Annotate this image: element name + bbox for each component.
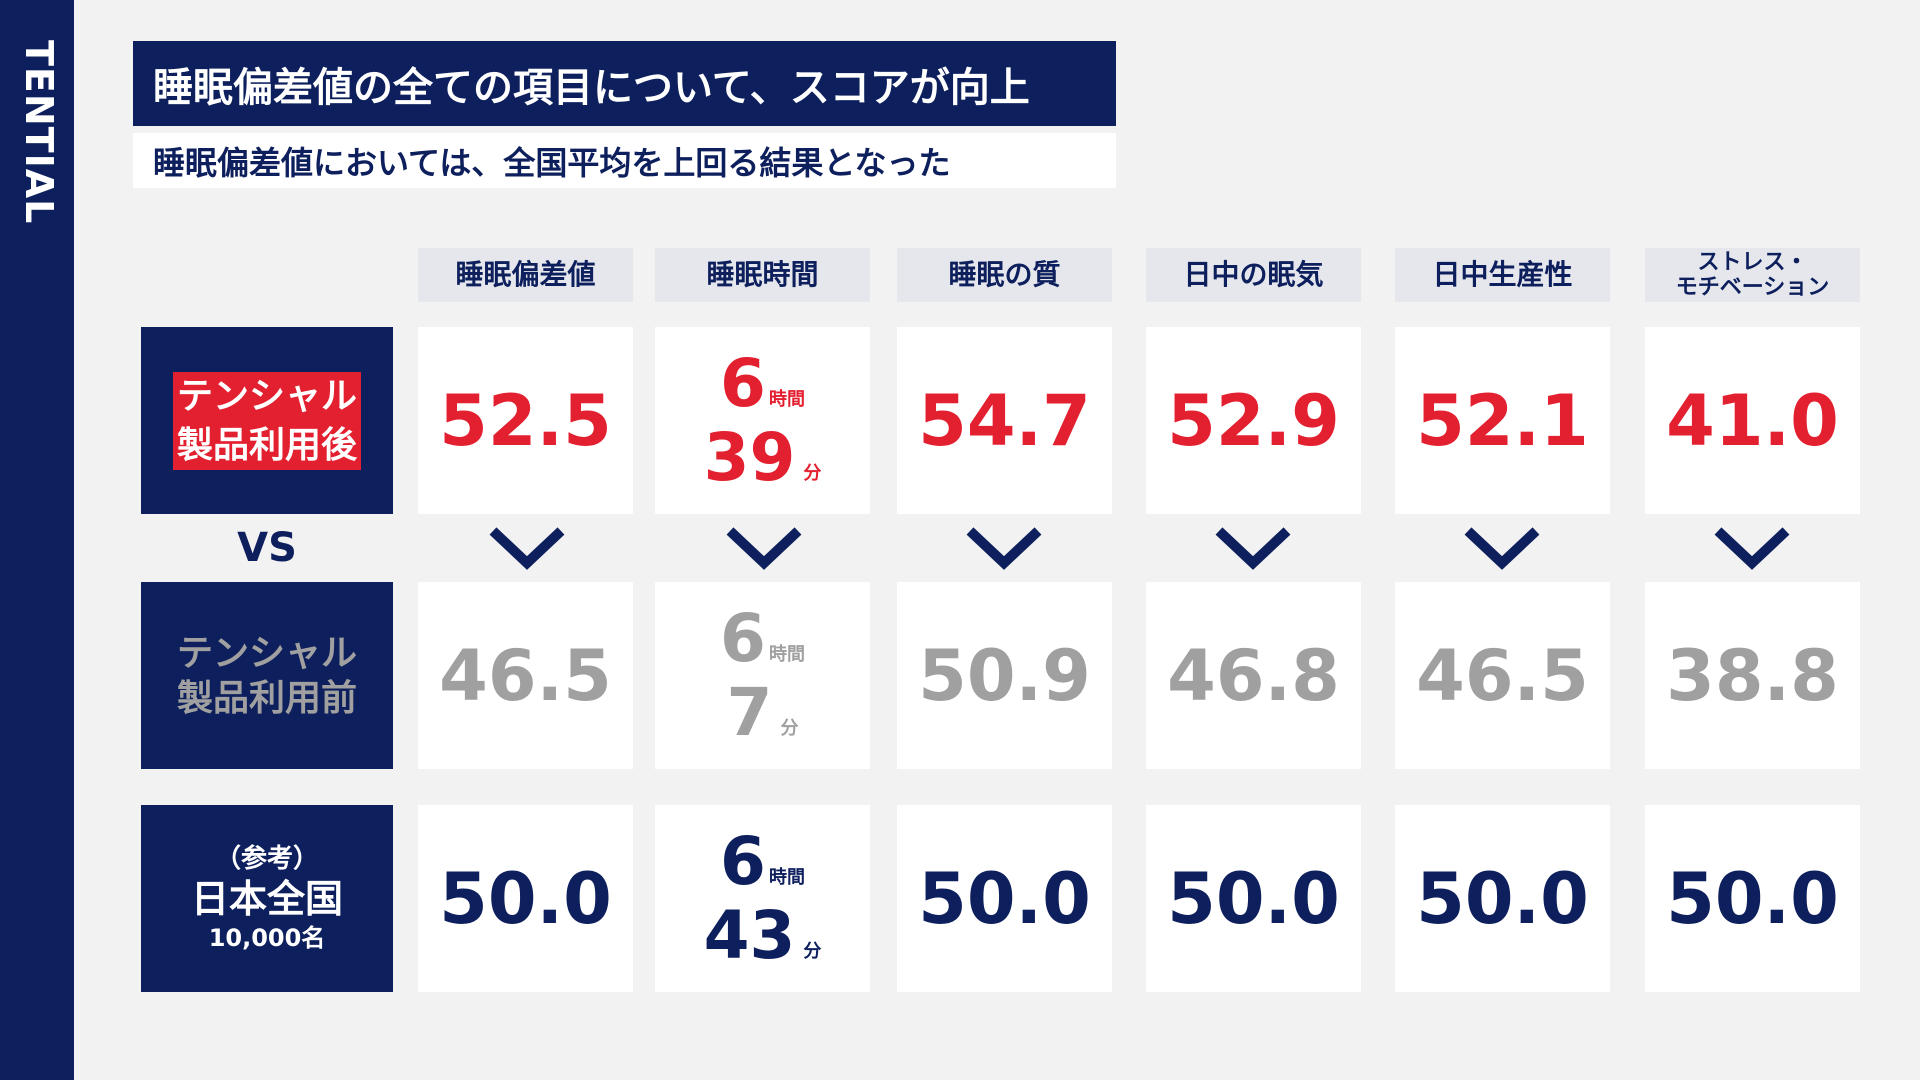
row-label-after-line2: 製品利用後	[172, 420, 361, 470]
chevron-down-icon	[1464, 527, 1540, 570]
column-header-sleep-time: 睡眠時間	[655, 248, 870, 302]
cell-after-daytime-sleepiness: 52.9	[1146, 327, 1361, 514]
cell-reference-daytime-productivity: 50.0	[1395, 805, 1610, 992]
cell-after-daytime-productivity: 52.1	[1395, 327, 1610, 514]
cell-reference-daytime-sleepiness: 50.0	[1146, 805, 1361, 992]
column-header-sleep-quality: 睡眠の質	[897, 248, 1112, 302]
row-label-after-line1: テンシャル	[172, 371, 361, 421]
brand-sidebar: TENTIAL	[0, 0, 74, 1080]
after-hours: 6	[720, 344, 766, 422]
column-header-daytime-productivity: 日中生産性	[1395, 248, 1610, 302]
chevron-down-icon	[726, 527, 802, 570]
after-minutes: 39	[703, 418, 796, 496]
column-header-stress-motivation: ストレス・ モチベーション	[1645, 248, 1860, 302]
before-hours: 6	[720, 599, 766, 677]
chevron-down-icon	[1714, 527, 1790, 570]
page-title: 睡眠偏差値の全ての項目について、スコアが向上	[133, 41, 1116, 126]
cell-reference-sleep-score: 50.0	[418, 805, 633, 992]
cell-after-sleep-quality: 54.7	[897, 327, 1112, 514]
after-hours-unit: 時間	[768, 388, 805, 410]
cell-after-sleep-time: 6 時間 39 分	[655, 327, 870, 514]
cell-reference-sleep-time: 6 時間 43 分	[655, 805, 870, 992]
after-minutes-unit: 分	[803, 462, 822, 484]
chevron-down-icon	[1215, 527, 1291, 570]
chevron-down-icon	[489, 527, 565, 570]
reference-hours: 6	[720, 822, 766, 900]
row-label-reference-sub: 10,000名	[208, 923, 326, 952]
cell-before-daytime-productivity: 46.5	[1395, 582, 1610, 769]
row-label-before-line1: テンシャル	[176, 632, 357, 674]
reference-minutes-unit: 分	[803, 940, 822, 962]
row-label-reference: （参考） 日本全国 10,000名	[141, 805, 393, 992]
cell-after-stress-motivation: 41.0	[1645, 327, 1860, 514]
reference-minutes: 43	[703, 896, 796, 974]
cell-before-stress-motivation: 38.8	[1645, 582, 1860, 769]
cell-reference-sleep-quality: 50.0	[897, 805, 1112, 992]
row-label-after: テンシャル 製品利用後	[141, 327, 393, 514]
row-label-before: テンシャル 製品利用前	[141, 582, 393, 769]
brand-logo-text: TENTIAL	[17, 40, 61, 225]
chevron-down-icon	[966, 527, 1042, 570]
row-label-reference-main: 日本全国	[190, 877, 343, 921]
before-minutes-unit: 分	[780, 717, 799, 739]
reference-hours-unit: 時間	[768, 866, 805, 888]
cell-reference-stress-motivation: 50.0	[1645, 805, 1860, 992]
row-label-reference-pre: （参考）	[214, 844, 319, 875]
cell-after-sleep-score: 52.5	[418, 327, 633, 514]
page-subtitle: 睡眠偏差値においては、全国平均を上回る結果となった	[133, 133, 1116, 188]
row-label-before-line2: 製品利用前	[176, 677, 357, 719]
before-hours-unit: 時間	[768, 643, 805, 665]
column-header-sleep-score: 睡眠偏差値	[418, 248, 633, 302]
cell-before-daytime-sleepiness: 46.8	[1146, 582, 1361, 769]
before-minutes: 7	[726, 673, 773, 751]
cell-before-sleep-score: 46.5	[418, 582, 633, 769]
cell-before-sleep-quality: 50.9	[897, 582, 1112, 769]
column-header-daytime-sleepiness: 日中の眠気	[1146, 248, 1361, 302]
vs-label: VS	[237, 525, 297, 571]
